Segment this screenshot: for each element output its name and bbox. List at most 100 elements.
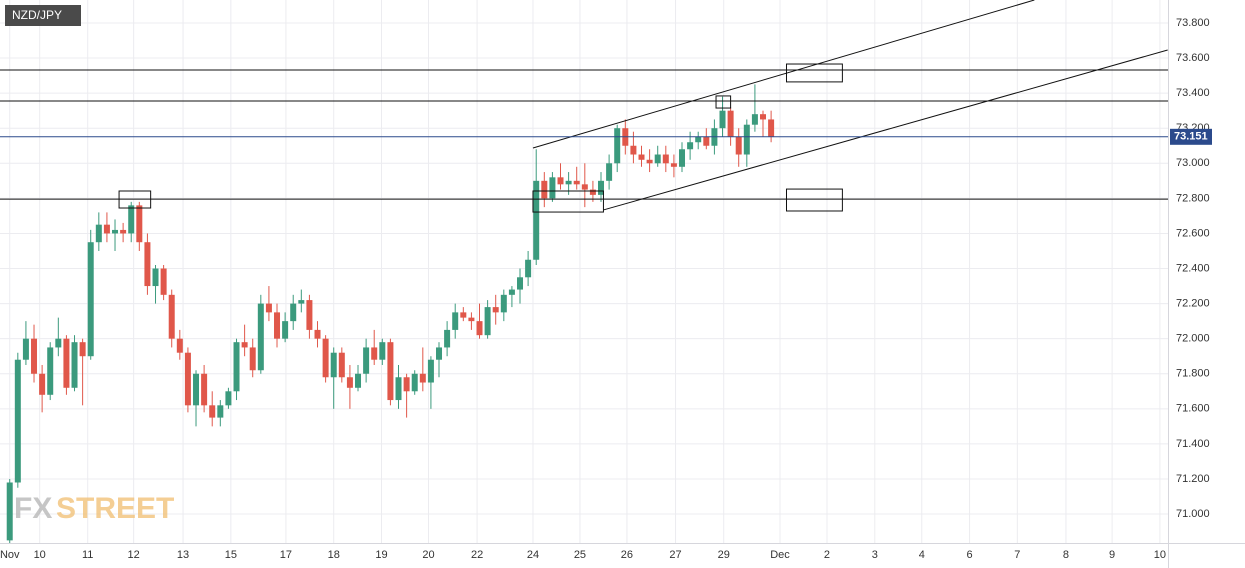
candle-body xyxy=(565,180,572,185)
candle-body xyxy=(193,373,200,406)
candle-body xyxy=(411,373,418,392)
candle-body xyxy=(184,352,191,406)
candle-body xyxy=(355,373,362,388)
candle-body xyxy=(176,338,183,353)
candle-body xyxy=(274,312,281,339)
y-tick-label: 71.200 xyxy=(1176,473,1210,485)
candle-body xyxy=(581,184,588,190)
y-tick-label: 71.000 xyxy=(1176,508,1210,520)
candle-body xyxy=(395,377,402,401)
x-tick-label: 4 xyxy=(919,549,925,561)
candle-body xyxy=(460,312,467,318)
candle-body xyxy=(201,373,208,406)
candle-body xyxy=(492,307,499,313)
candle-body xyxy=(233,342,240,392)
x-tick-label: 15 xyxy=(225,549,237,561)
x-tick-label: 29 xyxy=(718,549,730,561)
candle-body xyxy=(298,300,305,304)
candle-body xyxy=(79,342,86,357)
x-tick-label: 13 xyxy=(177,549,189,561)
candle-body xyxy=(630,145,637,155)
candle-body xyxy=(322,338,329,378)
candle-body xyxy=(589,189,596,195)
y-tick-label: 73.600 xyxy=(1176,52,1210,64)
annotation-box xyxy=(715,95,732,109)
candle-body xyxy=(103,224,110,234)
candle-body xyxy=(662,154,669,164)
x-tick-label: 22 xyxy=(471,549,483,561)
y-tick-label: 71.600 xyxy=(1176,403,1210,415)
candle-body xyxy=(168,294,175,339)
x-tick-label: 8 xyxy=(1063,549,1069,561)
trend-line xyxy=(532,0,1035,149)
x-tick-label: 9 xyxy=(1109,549,1115,561)
candle-body xyxy=(346,377,353,388)
candle-body xyxy=(241,342,248,348)
candle-body xyxy=(120,229,127,234)
candle-body xyxy=(14,359,21,483)
candle-body xyxy=(209,405,216,418)
candle-body xyxy=(387,342,394,401)
last-price-label: 73.151 xyxy=(1174,131,1208,143)
last-price-box xyxy=(1170,128,1212,145)
candle-body xyxy=(614,128,621,164)
candle-body xyxy=(363,347,370,374)
candle-body xyxy=(508,289,515,295)
x-tick-label: Nov xyxy=(0,549,20,561)
candle-body xyxy=(468,317,475,322)
x-tick-label: 10 xyxy=(1154,549,1166,561)
symbol: NZD/JPY xyxy=(12,8,62,22)
annotation-box xyxy=(785,63,843,83)
trend-line xyxy=(603,49,1168,211)
y-tick-label: 72.000 xyxy=(1176,333,1210,345)
candle-body xyxy=(22,338,29,360)
candle-body xyxy=(484,307,491,336)
x-tick-label: 20 xyxy=(422,549,434,561)
candle-body xyxy=(517,277,524,290)
candle-body xyxy=(703,136,710,146)
candle-body xyxy=(87,242,94,357)
x-tick-label: 27 xyxy=(669,549,681,561)
x-tick-label: 12 xyxy=(128,549,140,561)
watermark: FX xyxy=(14,492,52,525)
candle-body xyxy=(751,114,758,125)
candle-body xyxy=(31,338,38,374)
candle-body xyxy=(427,359,434,383)
candle-body xyxy=(314,329,321,339)
y-tick-label: 72.800 xyxy=(1176,192,1210,204)
candle-body xyxy=(654,154,661,164)
candle-body xyxy=(760,114,767,120)
candle-body xyxy=(549,177,556,199)
y-tick-label: 72.200 xyxy=(1176,298,1210,310)
candle-body xyxy=(136,205,143,243)
x-tick-label: 25 xyxy=(574,549,586,561)
candle-body xyxy=(695,136,702,143)
x-tick-label: 6 xyxy=(966,549,972,561)
candle-body xyxy=(687,142,694,150)
candle-body xyxy=(47,347,54,395)
candle-body xyxy=(670,163,677,167)
x-tick-label: 17 xyxy=(280,549,292,561)
candle-body xyxy=(436,347,443,360)
x-tick-label: 10 xyxy=(34,549,46,561)
y-tick-label: 71.400 xyxy=(1176,438,1210,450)
candle-body xyxy=(403,377,410,392)
candle-body xyxy=(768,119,775,137)
watermark: STREET xyxy=(56,492,174,525)
y-tick-label: 73.800 xyxy=(1176,17,1210,29)
candle-body xyxy=(112,229,119,234)
candle-body xyxy=(290,303,297,322)
x-tick-label: 24 xyxy=(527,549,539,561)
candle-body xyxy=(306,300,313,330)
x-tick-label: 18 xyxy=(328,549,340,561)
candle-body xyxy=(55,338,62,348)
candle-body xyxy=(525,259,532,278)
x-tick-label: 2 xyxy=(824,549,830,561)
y-tick-label: 72.600 xyxy=(1176,227,1210,239)
candle-body xyxy=(646,159,653,164)
candle-body xyxy=(735,136,742,155)
candle-body xyxy=(95,224,102,243)
candle-body xyxy=(265,303,272,313)
candle-body xyxy=(727,110,734,137)
